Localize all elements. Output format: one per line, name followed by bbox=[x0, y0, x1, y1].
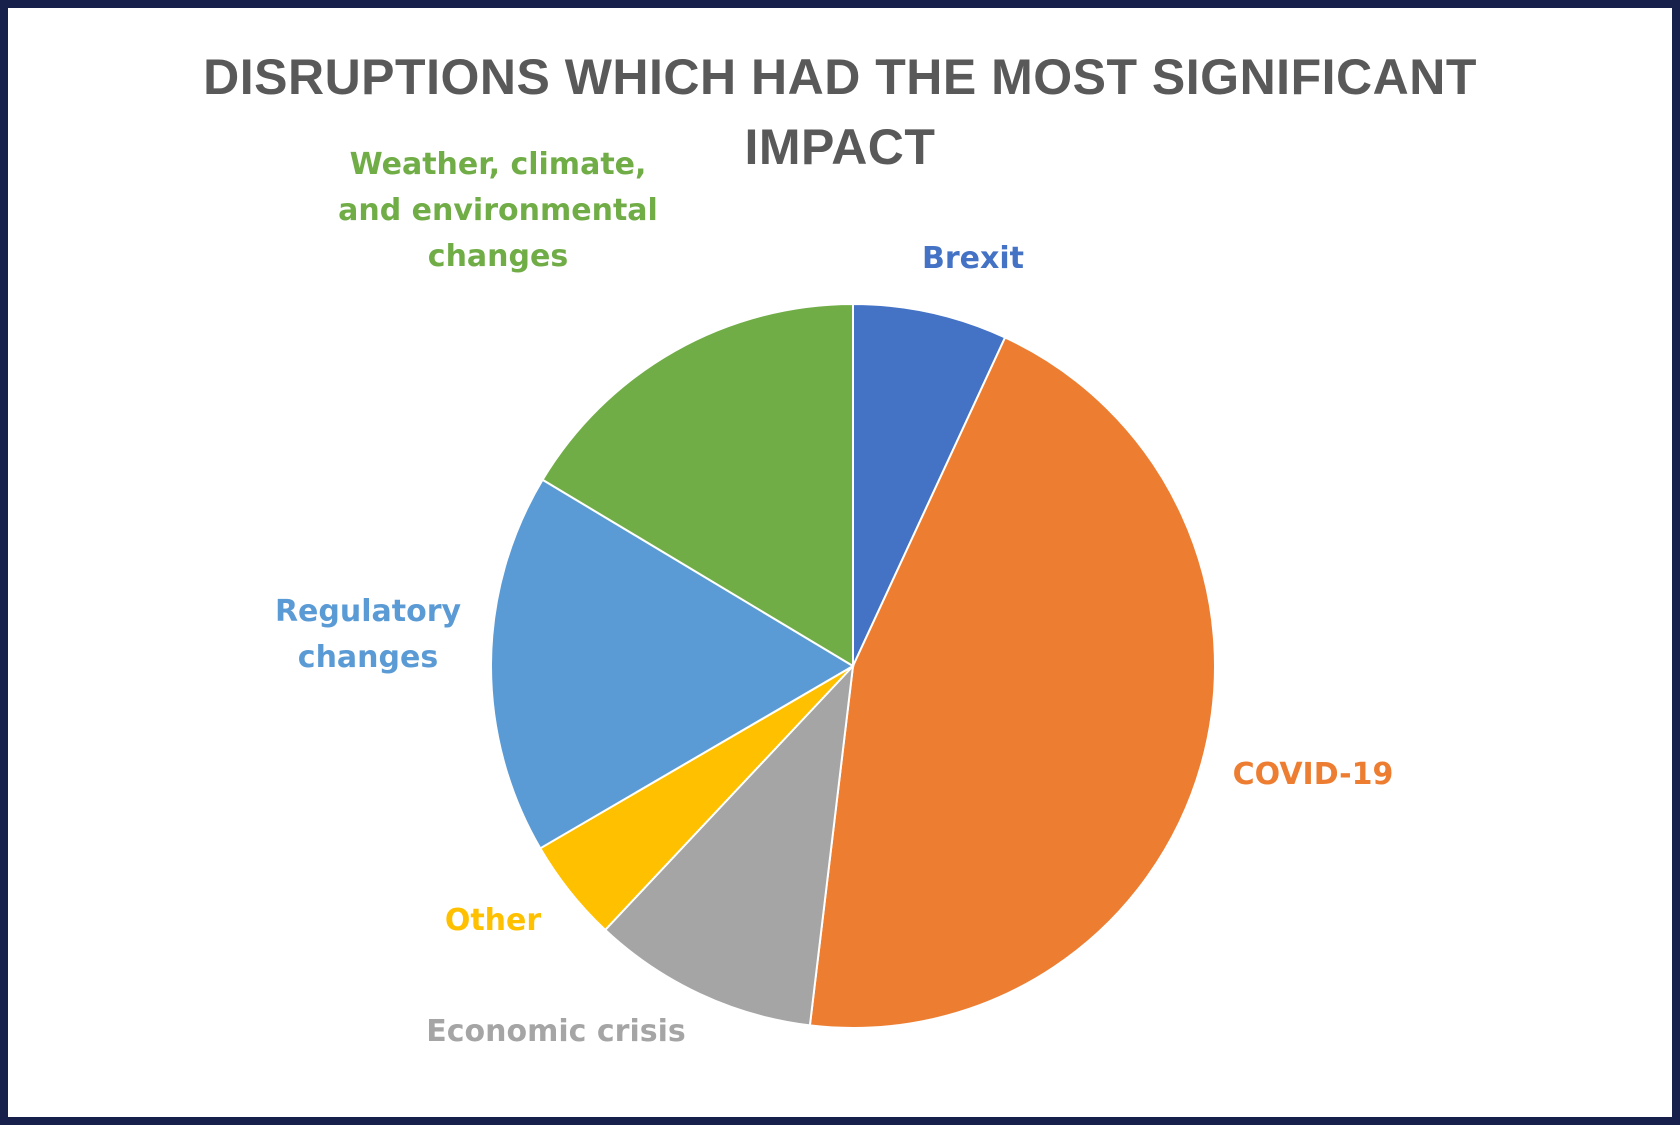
pie-labels: Brexit COVID-19 Economic crisis Other Regula… bbox=[275, 147, 1393, 1049]
chart-title-line-2: IMPACT bbox=[744, 119, 936, 175]
pie-slices bbox=[490, 302, 1216, 1029]
slice-label-4-line-1: changes bbox=[298, 640, 438, 675]
slice-label-3: Other bbox=[445, 903, 542, 938]
slice-label-4-line-0: Regulatory bbox=[275, 594, 462, 629]
chart-frame: DISRUPTIONS WHICH HAD THE MOST SIGNIFICA… bbox=[8, 8, 1672, 1117]
pie-slice-4 bbox=[490, 478, 855, 850]
slice-label-2: Economic crisis bbox=[426, 1014, 685, 1049]
pie-slice-2 bbox=[603, 663, 855, 1027]
pie-slice-5 bbox=[541, 302, 854, 668]
slice-label-5-line-2: changes bbox=[428, 239, 568, 274]
slice-label-0: Brexit bbox=[922, 241, 1024, 276]
chart-title: DISRUPTIONS WHICH HAD THE MOST SIGNIFICA… bbox=[8, 42, 1672, 182]
slice-label-1: COVID-19 bbox=[1233, 757, 1394, 792]
slice-label-0-line-0: Brexit bbox=[922, 241, 1024, 276]
slice-label-5-line-1: and environmental bbox=[338, 193, 658, 228]
pie-slice-0 bbox=[852, 302, 1007, 667]
slice-label-3-line-0: Other bbox=[445, 903, 542, 938]
slice-label-4: Regulatory changes bbox=[275, 594, 462, 675]
slice-label-5-line-0: Weather, climate, bbox=[350, 147, 647, 182]
chart-title-line-1: DISRUPTIONS WHICH HAD THE MOST SIGNIFICA… bbox=[203, 49, 1477, 105]
slice-label-1-line-0: COVID-19 bbox=[1233, 757, 1394, 792]
pie-slice-1 bbox=[808, 336, 1216, 1029]
pie-chart: Brexit COVID-19 Economic crisis Other Regula… bbox=[275, 147, 1393, 1049]
slice-label-5: Weather, climate, and environmental change… bbox=[338, 147, 658, 274]
slice-label-2-line-0: Economic crisis bbox=[426, 1014, 685, 1049]
